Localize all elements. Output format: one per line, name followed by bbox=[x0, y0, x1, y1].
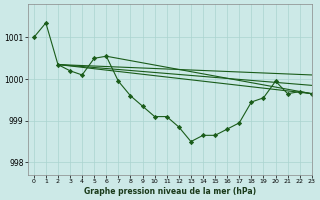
X-axis label: Graphe pression niveau de la mer (hPa): Graphe pression niveau de la mer (hPa) bbox=[84, 187, 256, 196]
